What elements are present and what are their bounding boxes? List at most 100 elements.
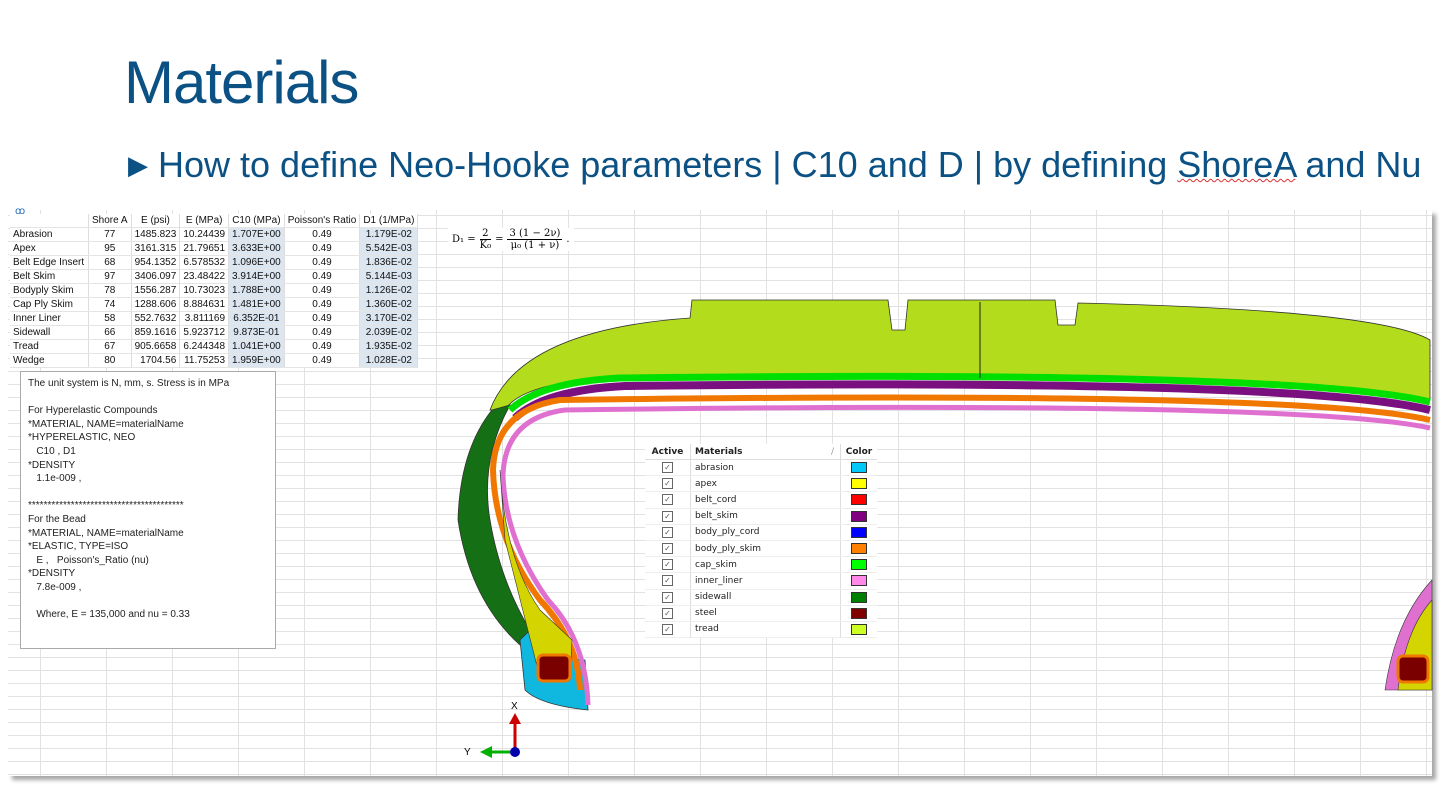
table-cell[interactable]: 0.49 — [284, 339, 361, 354]
active-checkbox[interactable]: ✓ — [662, 559, 673, 571]
table-cell[interactable]: Bodyply Skim — [10, 283, 89, 298]
table-cell[interactable]: 10.24439 — [179, 227, 230, 242]
table-cell[interactable]: 1.179E-02 — [359, 227, 419, 242]
table-cell[interactable]: 68 — [88, 255, 132, 270]
active-checkbox[interactable]: ✓ — [662, 526, 673, 538]
table-cell[interactable]: Sidewall — [10, 325, 89, 340]
legend-row: ✓ cap_skim — [645, 557, 877, 574]
table-cell[interactable]: 1.935E-02 — [359, 339, 419, 354]
sort-icon[interactable]: / — [830, 446, 834, 457]
active-checkbox[interactable]: ✓ — [662, 607, 673, 619]
table-cell[interactable]: 5.923712 — [179, 325, 230, 340]
table-cell[interactable]: 0.49 — [284, 325, 361, 340]
table-cell[interactable]: 3.170E-02 — [359, 311, 419, 326]
apex-region — [499, 469, 573, 681]
table-cell[interactable]: 2.039E-02 — [359, 325, 419, 340]
table-cell[interactable]: 0.49 — [284, 269, 361, 284]
table-cell[interactable]: 66 — [88, 325, 132, 340]
table-cell[interactable]: 905.6658 — [131, 339, 181, 354]
table-cell[interactable]: 954.1352 — [131, 255, 181, 270]
axis-triad — [480, 713, 521, 758]
subtitle-shorea: ShoreA — [1177, 144, 1296, 185]
table-cell[interactable]: 6.352E-01 — [228, 311, 285, 326]
table-cell[interactable]: Belt Skim — [10, 269, 89, 284]
active-checkbox[interactable]: ✓ — [662, 591, 673, 603]
table-cell[interactable]: 1485.823 — [131, 227, 181, 242]
table-cell[interactable]: Cap Ply Skim — [10, 297, 89, 312]
table-cell[interactable]: 3.633E+00 — [228, 241, 285, 256]
table-cell[interactable]: 9.873E-01 — [228, 325, 285, 340]
table-cell[interactable]: 78 — [88, 283, 132, 298]
table-cell[interactable]: 77 — [88, 227, 132, 242]
table-cell[interactable]: 1704.56 — [131, 353, 181, 368]
table-cell[interactable]: 10.73023 — [179, 283, 230, 298]
active-checkbox[interactable]: ✓ — [662, 575, 673, 587]
color-swatch[interactable] — [851, 478, 867, 490]
active-checkbox[interactable]: ✓ — [662, 623, 673, 635]
table-cell[interactable]: 67 — [88, 339, 132, 354]
table-cell[interactable]: 1.360E-02 — [359, 297, 419, 312]
table-cell[interactable]: Wedge — [10, 353, 89, 368]
table-cell[interactable]: 0.49 — [284, 255, 361, 270]
color-swatch[interactable] — [851, 510, 867, 522]
table-cell[interactable]: 23.48422 — [179, 269, 230, 284]
active-checkbox[interactable]: ✓ — [662, 462, 673, 474]
active-checkbox[interactable]: ✓ — [662, 478, 673, 490]
table-cell[interactable]: 552.7632 — [131, 311, 181, 326]
table-cell[interactable]: 74 — [88, 297, 132, 312]
table-cell[interactable]: Tread — [10, 339, 89, 354]
color-swatch[interactable] — [851, 591, 867, 603]
active-header[interactable]: Active — [645, 444, 691, 459]
table-cell[interactable]: 859.1616 — [131, 325, 181, 340]
color-swatch[interactable] — [851, 462, 867, 474]
table-cell[interactable]: 0.49 — [284, 311, 361, 326]
table-cell[interactable]: 8.884631 — [179, 297, 230, 312]
color-swatch[interactable] — [851, 559, 867, 571]
table-cell[interactable]: 5.542E-03 — [359, 241, 419, 256]
color-swatch[interactable] — [851, 575, 867, 587]
table-cell[interactable]: 1.836E-02 — [359, 255, 419, 270]
table-cell[interactable]: 1.959E+00 — [228, 353, 285, 368]
table-cell[interactable]: 0.49 — [284, 241, 361, 256]
table-cell[interactable]: Abrasion — [10, 227, 89, 242]
table-cell[interactable]: 80 — [88, 353, 132, 368]
color-swatch[interactable] — [851, 607, 867, 619]
table-cell[interactable]: 58 — [88, 311, 132, 326]
table-cell[interactable]: 3.914E+00 — [228, 269, 285, 284]
table-cell[interactable]: 0.49 — [284, 283, 361, 298]
color-header[interactable]: Color — [845, 446, 873, 457]
table-cell[interactable]: 21.79651 — [179, 241, 230, 256]
table-cell[interactable]: 1556.287 — [131, 283, 181, 298]
table-cell[interactable]: 5.144E-03 — [359, 269, 419, 284]
table-cell[interactable]: 1.481E+00 — [228, 297, 285, 312]
table-cell[interactable]: 1.028E-02 — [359, 353, 419, 368]
table-cell[interactable]: 3161.315 — [131, 241, 181, 256]
table-cell[interactable]: 1.788E+00 — [228, 283, 285, 298]
active-checkbox[interactable]: ✓ — [662, 543, 673, 555]
color-swatch[interactable] — [851, 494, 867, 506]
table-cell[interactable]: 6.244348 — [179, 339, 230, 354]
table-cell[interactable]: 3.811169 — [179, 311, 230, 326]
materials-header[interactable]: Materials — [695, 446, 743, 457]
table-cell[interactable]: Belt Edge Insert — [10, 255, 89, 270]
table-cell[interactable]: 1288.606 — [131, 297, 181, 312]
color-swatch[interactable] — [851, 526, 867, 538]
active-checkbox[interactable]: ✓ — [662, 494, 673, 506]
table-cell[interactable]: 11.75253 — [179, 353, 230, 368]
table-cell[interactable]: Apex — [10, 241, 89, 256]
table-cell[interactable]: 1.707E+00 — [228, 227, 285, 242]
table-cell[interactable]: 1.096E+00 — [228, 255, 285, 270]
table-cell[interactable]: 0.49 — [284, 353, 361, 368]
active-checkbox[interactable]: ✓ — [662, 510, 673, 522]
table-cell[interactable]: 0.49 — [284, 227, 361, 242]
color-swatch[interactable] — [851, 543, 867, 555]
table-cell[interactable]: 3406.097 — [131, 269, 181, 284]
table-cell[interactable]: 0.49 — [284, 297, 361, 312]
table-cell[interactable]: Inner Liner — [10, 311, 89, 326]
table-cell[interactable]: 95 — [88, 241, 132, 256]
table-cell[interactable]: 6.578532 — [179, 255, 230, 270]
table-cell[interactable]: 97 — [88, 269, 132, 284]
color-swatch[interactable] — [851, 623, 867, 635]
table-cell[interactable]: 1.126E-02 — [359, 283, 419, 298]
table-cell[interactable]: 1.041E+00 — [228, 339, 285, 354]
